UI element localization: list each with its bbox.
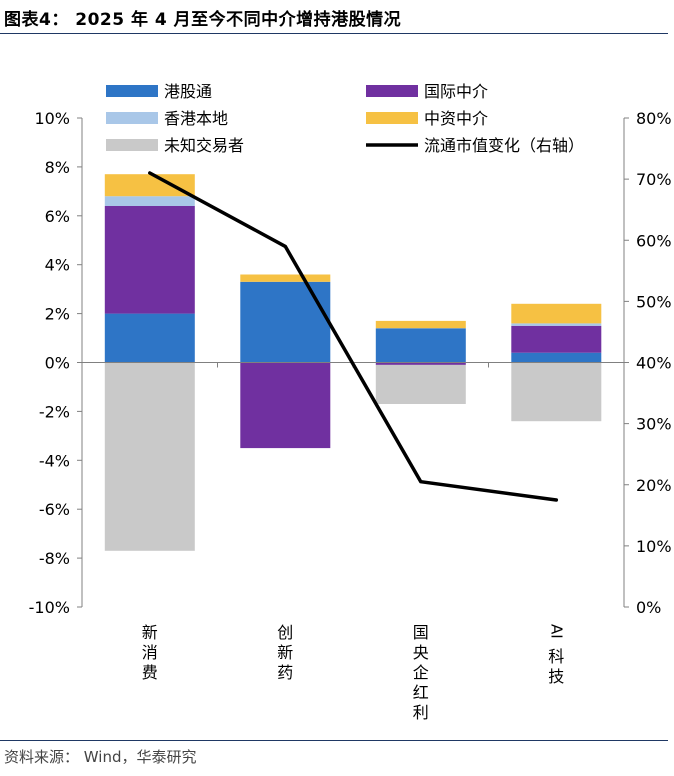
bar-segment-2-0 [104,196,195,206]
category-label-char: 药 [277,663,293,682]
legend-swatch [366,85,418,97]
bar-segment-4-0 [104,362,195,551]
source-note: 资料来源： Wind，华泰研究 [4,748,197,766]
legend-item-2: 香港本地 [106,109,228,128]
chart-canvas: 10% 8% 6% 4% 2% 0% -2% -4% -6% -8% -10% 80% 70% 60% 50… [29,82,672,722]
legend-swatch [106,139,158,151]
left-tick-label: -6% [39,500,70,519]
bar-segment-0-2 [375,328,466,363]
legend-label: 未知交易者 [164,136,244,155]
right-tick-label: 30% [636,415,672,434]
category-label-char: 费 [142,663,158,682]
legend-swatch [106,112,158,124]
right-tick-label: 50% [636,292,672,311]
category-label-0: 新消费新消费 [142,623,158,682]
legend-label: 中资中介 [424,109,488,128]
tick-labels-layer: 10% 8% 6% 4% 2% 0% -2% -4% -6% -8% -10% 80% 70% 60% 50… [29,109,672,617]
legend-item-3: 中资中介 [366,109,488,128]
category-label-char: 科 [548,647,564,666]
left-tick-label: 6% [45,207,70,226]
category-label-char: 企 [413,663,429,682]
chart-title: 图表4： 2025 年 4 月至今不同中介增持港股情况 [4,10,402,30]
bar-segment-3-0 [104,174,195,197]
left-tick-label: 2% [45,305,70,324]
category-label-char: AI [547,624,565,639]
bar-segment-1-0 [104,206,195,314]
left-tick-label: 10% [34,109,70,128]
right-tick-label: 40% [636,354,672,373]
legend-label: 国际中介 [424,82,488,101]
left-tick-label: -2% [39,402,70,421]
category-label-char: 国 [413,623,429,642]
bars-layer [104,174,602,551]
legend-item-1: 国际中介 [366,82,488,101]
left-tick-label: 4% [45,256,70,275]
legend-swatch [106,85,158,97]
left-tick-label: -8% [39,549,70,568]
category-label-2: 国央企红利国央企红利 [413,623,429,722]
legend-swatch [366,112,418,124]
right-tick-label: 10% [636,537,672,556]
bar-segment-2-3 [511,323,602,326]
category-label-char: 央 [413,643,429,662]
right-tick-label: 60% [636,231,672,250]
bar-segment-3-2 [375,320,466,329]
legend-label: 流通市值变化（右轴） [424,136,584,155]
category-label-char: 新 [142,623,158,642]
left-tick-label: 8% [45,158,70,177]
right-tick-label: 20% [636,476,672,495]
category-label-1: 创新药创新药 [277,623,293,682]
legend-label: 港股通 [164,82,212,101]
category-label-char: 技 [548,667,564,686]
line-layer [148,171,559,502]
legend-item-4: 未知交易者 [106,136,244,155]
bar-segment-1-3 [511,325,602,353]
category-label-char: 利 [413,703,429,722]
bar-segment-4-2 [375,364,466,404]
source-rule [0,740,668,741]
left-tick-label: -4% [39,451,70,470]
bar-segment-1-2 [375,362,466,365]
bar-segment-3-1 [240,274,331,282]
right-tick-label: 80% [636,109,672,128]
left-tick-label: -10% [29,598,70,617]
bar-segment-0-3 [511,352,602,363]
bar-segment-0-1 [240,281,331,363]
legend-label: 香港本地 [164,109,228,128]
category-label-char: 创 [277,623,293,642]
legend-item-5: 流通市值变化（右轴） [366,136,584,155]
category-label-char: 消 [142,643,158,662]
left-tick-label: 0% [45,354,70,373]
category-label-char: 新 [277,643,293,662]
legend-item-0: 港股通 [106,82,212,101]
bar-segment-0-0 [104,313,195,363]
line-series-market-cap-change [148,171,559,502]
right-tick-label: 0% [636,598,661,617]
category-label-3: AI科技AI科技 [547,624,565,686]
bar-segment-4-3 [511,362,602,422]
category-labels-layer: 新消费新消费创新药创新药国央企红利国央企红利AI科技AI科技 [142,623,566,722]
right-tick-label: 70% [636,170,672,189]
bar-segment-1-1 [240,362,331,449]
category-label-char: 红 [413,683,429,702]
title-rule [0,33,668,34]
bar-segment-3-3 [511,303,602,324]
